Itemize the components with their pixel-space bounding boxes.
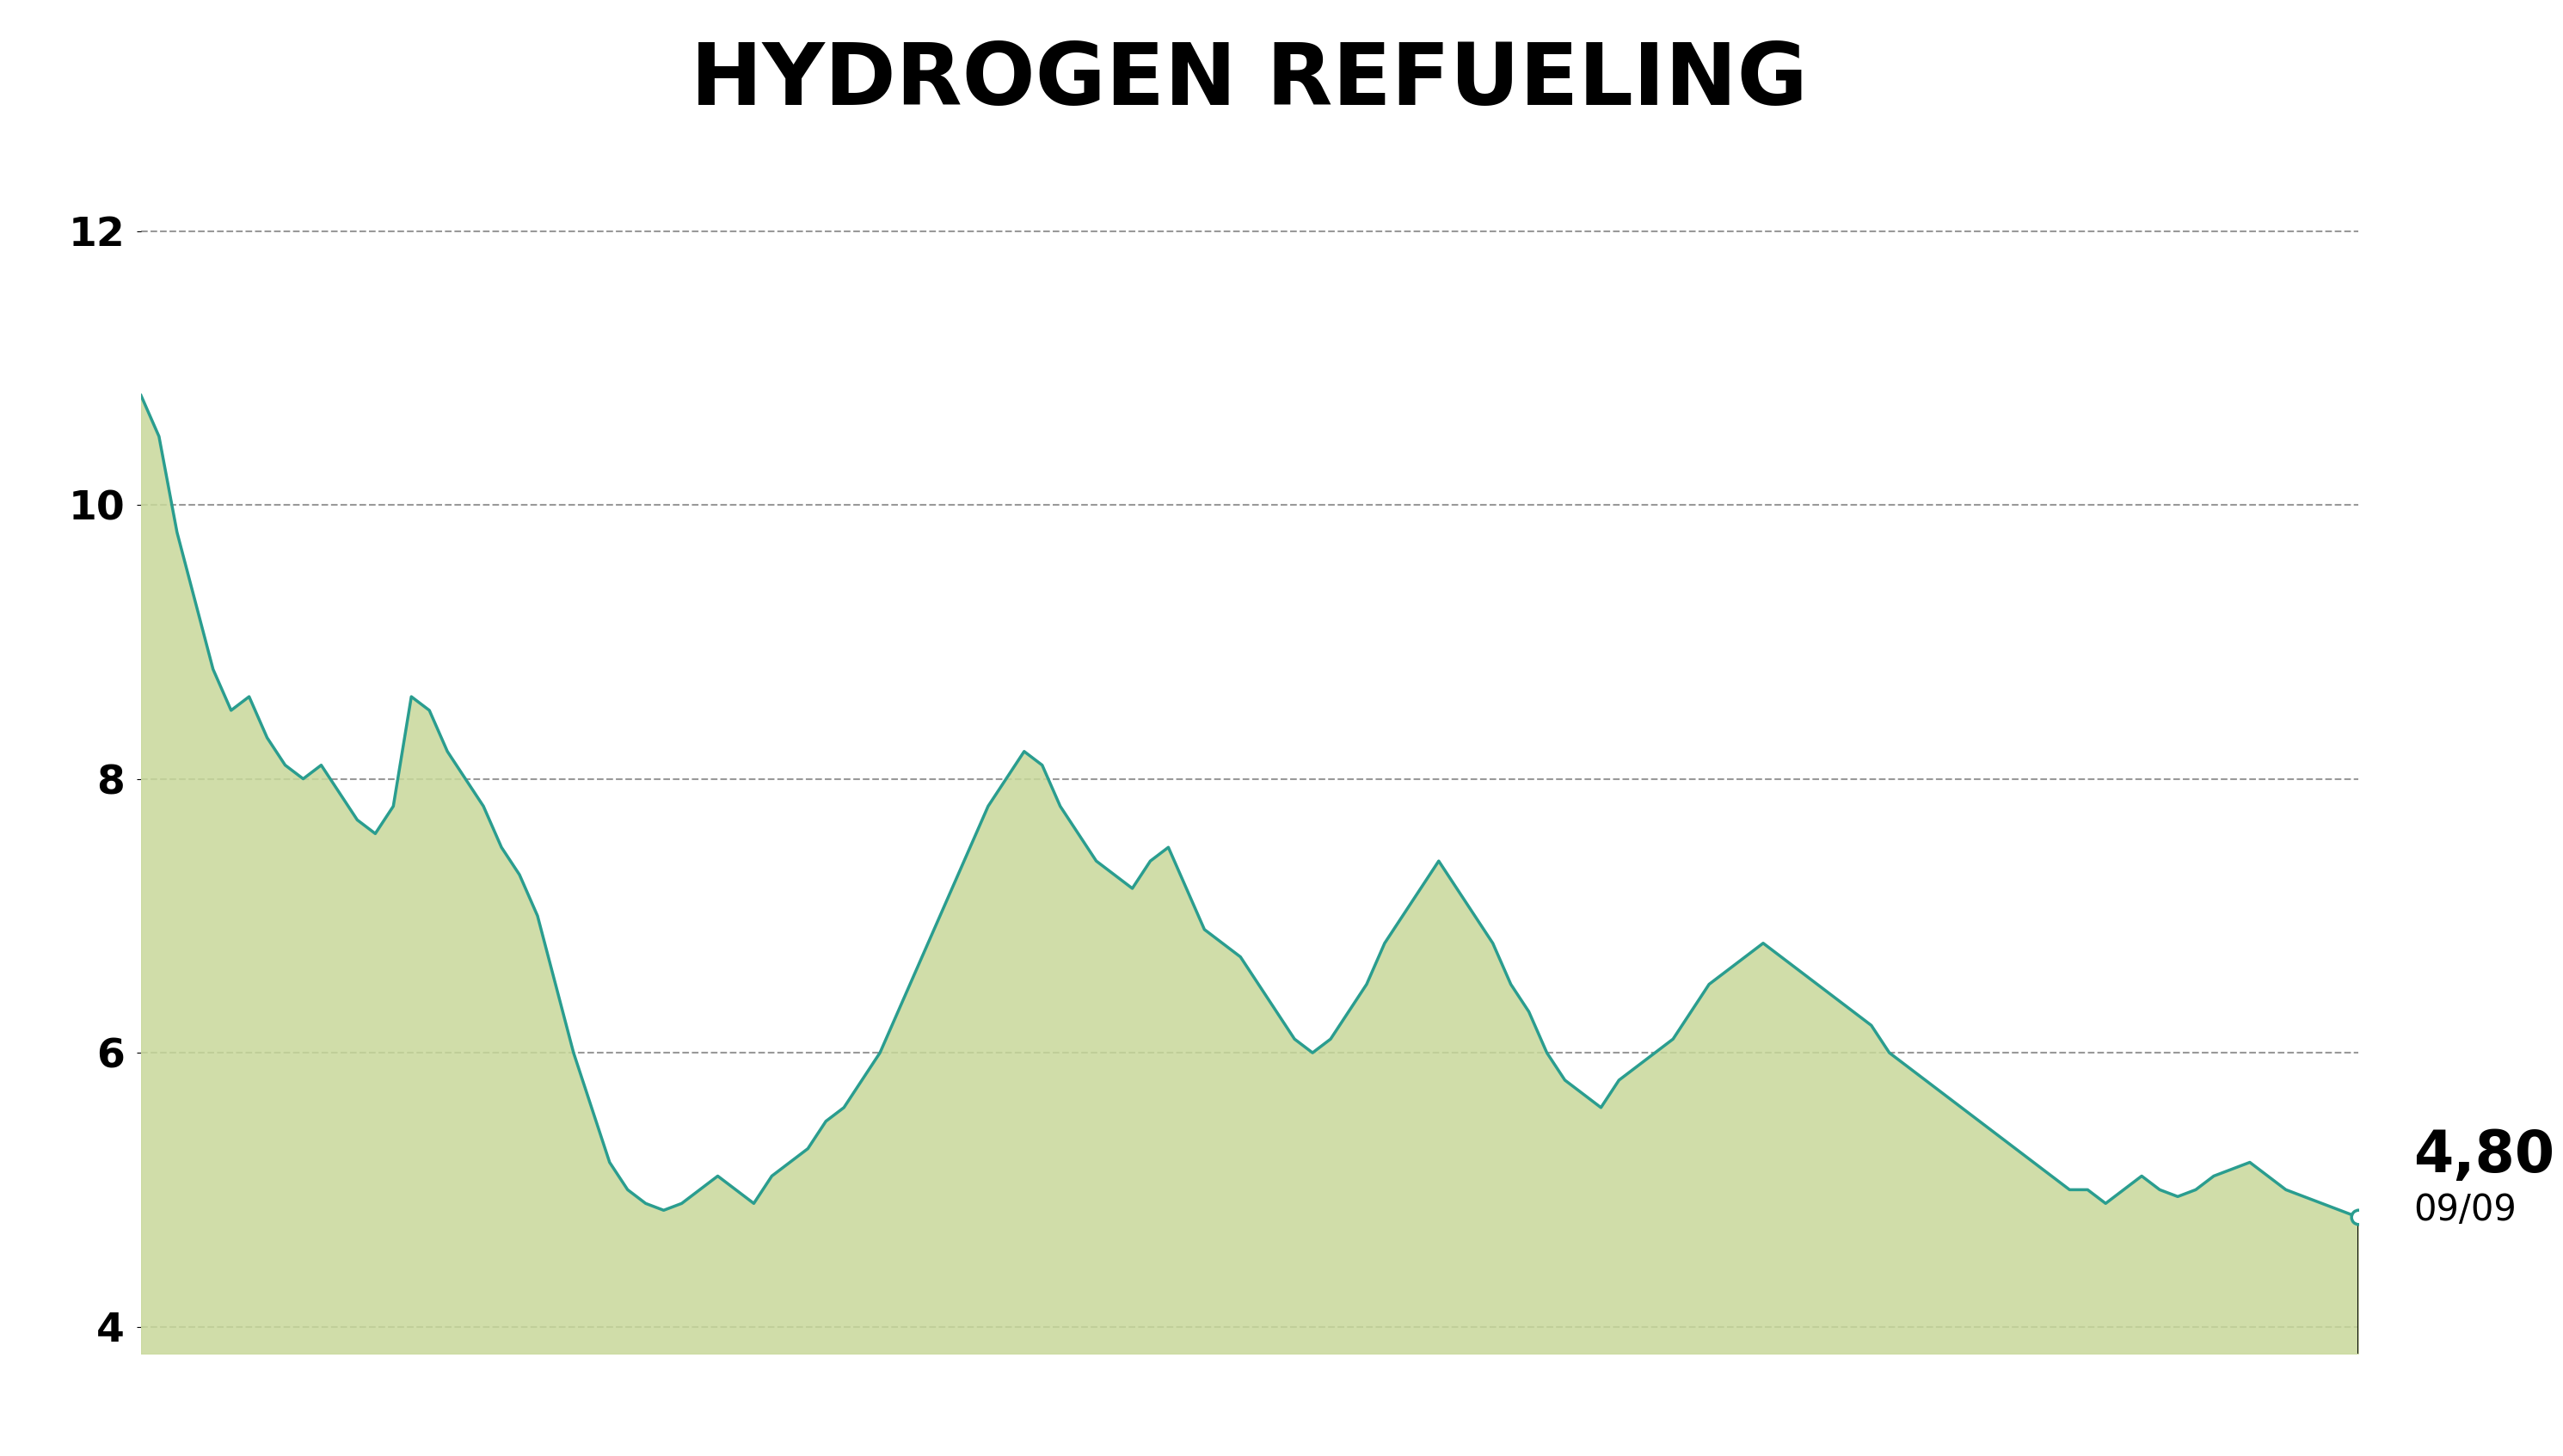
Text: HYDROGEN REFUELING: HYDROGEN REFUELING bbox=[692, 39, 1807, 122]
Text: 4,80: 4,80 bbox=[2414, 1127, 2555, 1184]
Text: 09/09: 09/09 bbox=[2414, 1192, 2517, 1229]
